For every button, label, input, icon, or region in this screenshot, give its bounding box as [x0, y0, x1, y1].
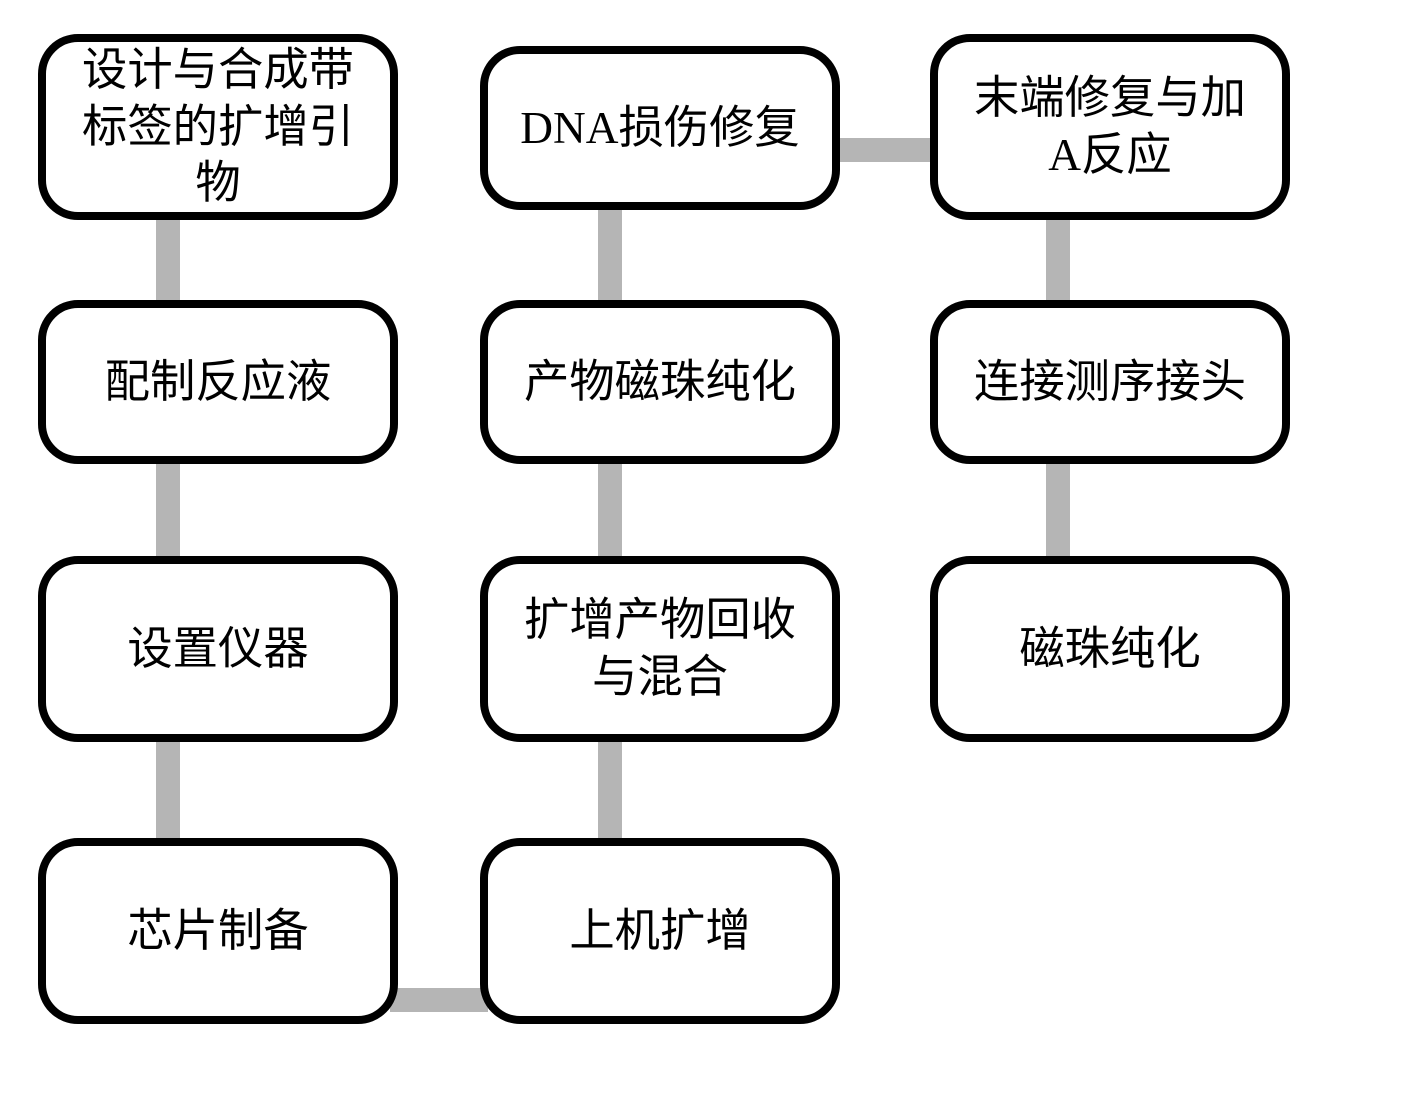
flow-node: 设置仪器 — [38, 556, 398, 742]
flow-node: DNA损伤修复 — [480, 46, 840, 210]
flow-node: 产物磁珠纯化 — [480, 300, 840, 464]
flow-edge — [1046, 212, 1070, 308]
flow-node-label: 设置仪器 — [127, 621, 308, 678]
flow-edge — [1046, 456, 1070, 564]
flow-edge — [156, 734, 180, 846]
flow-node: 芯片制备 — [38, 838, 398, 1024]
flow-node: 设计与合成带标签的扩增引物 — [38, 34, 398, 220]
flow-node-label: 配制反应液 — [105, 354, 332, 411]
flow-node: 扩增产物回收与混合 — [480, 556, 840, 742]
flow-node: 连接测序接头 — [930, 300, 1290, 464]
flow-node: 上机扩增 — [480, 838, 840, 1024]
flow-edge — [832, 138, 938, 162]
flow-node-label: 产物磁珠纯化 — [524, 354, 796, 411]
flow-node: 配制反应液 — [38, 300, 398, 464]
flow-edge — [390, 988, 488, 1012]
flow-node-label: 磁珠纯化 — [1019, 621, 1200, 678]
flow-node-label: 芯片制备 — [127, 903, 308, 960]
flow-node-label: 末端修复与加A反应 — [958, 70, 1262, 183]
flow-edge — [156, 456, 180, 564]
flow-node: 末端修复与加A反应 — [930, 34, 1290, 220]
flow-edge — [598, 734, 622, 846]
flow-node-label: DNA损伤修复 — [520, 100, 800, 157]
flow-node-label: 上机扩增 — [569, 903, 750, 960]
flow-node-label: 扩增产物回收与混合 — [508, 592, 812, 705]
flowchart-container: 设计与合成带标签的扩增引物配制反应液设置仪器芯片制备 上机扩增 扩增产物回收与混合 产… — [0, 0, 1412, 1107]
flow-edge — [598, 202, 622, 308]
flow-node: 磁珠纯化 — [930, 556, 1290, 742]
flow-edge — [598, 456, 622, 564]
flow-node-label: 连接测序接头 — [974, 354, 1246, 411]
flow-edge — [156, 212, 180, 308]
flow-node-label: 设计与合成带标签的扩增引物 — [66, 42, 370, 212]
